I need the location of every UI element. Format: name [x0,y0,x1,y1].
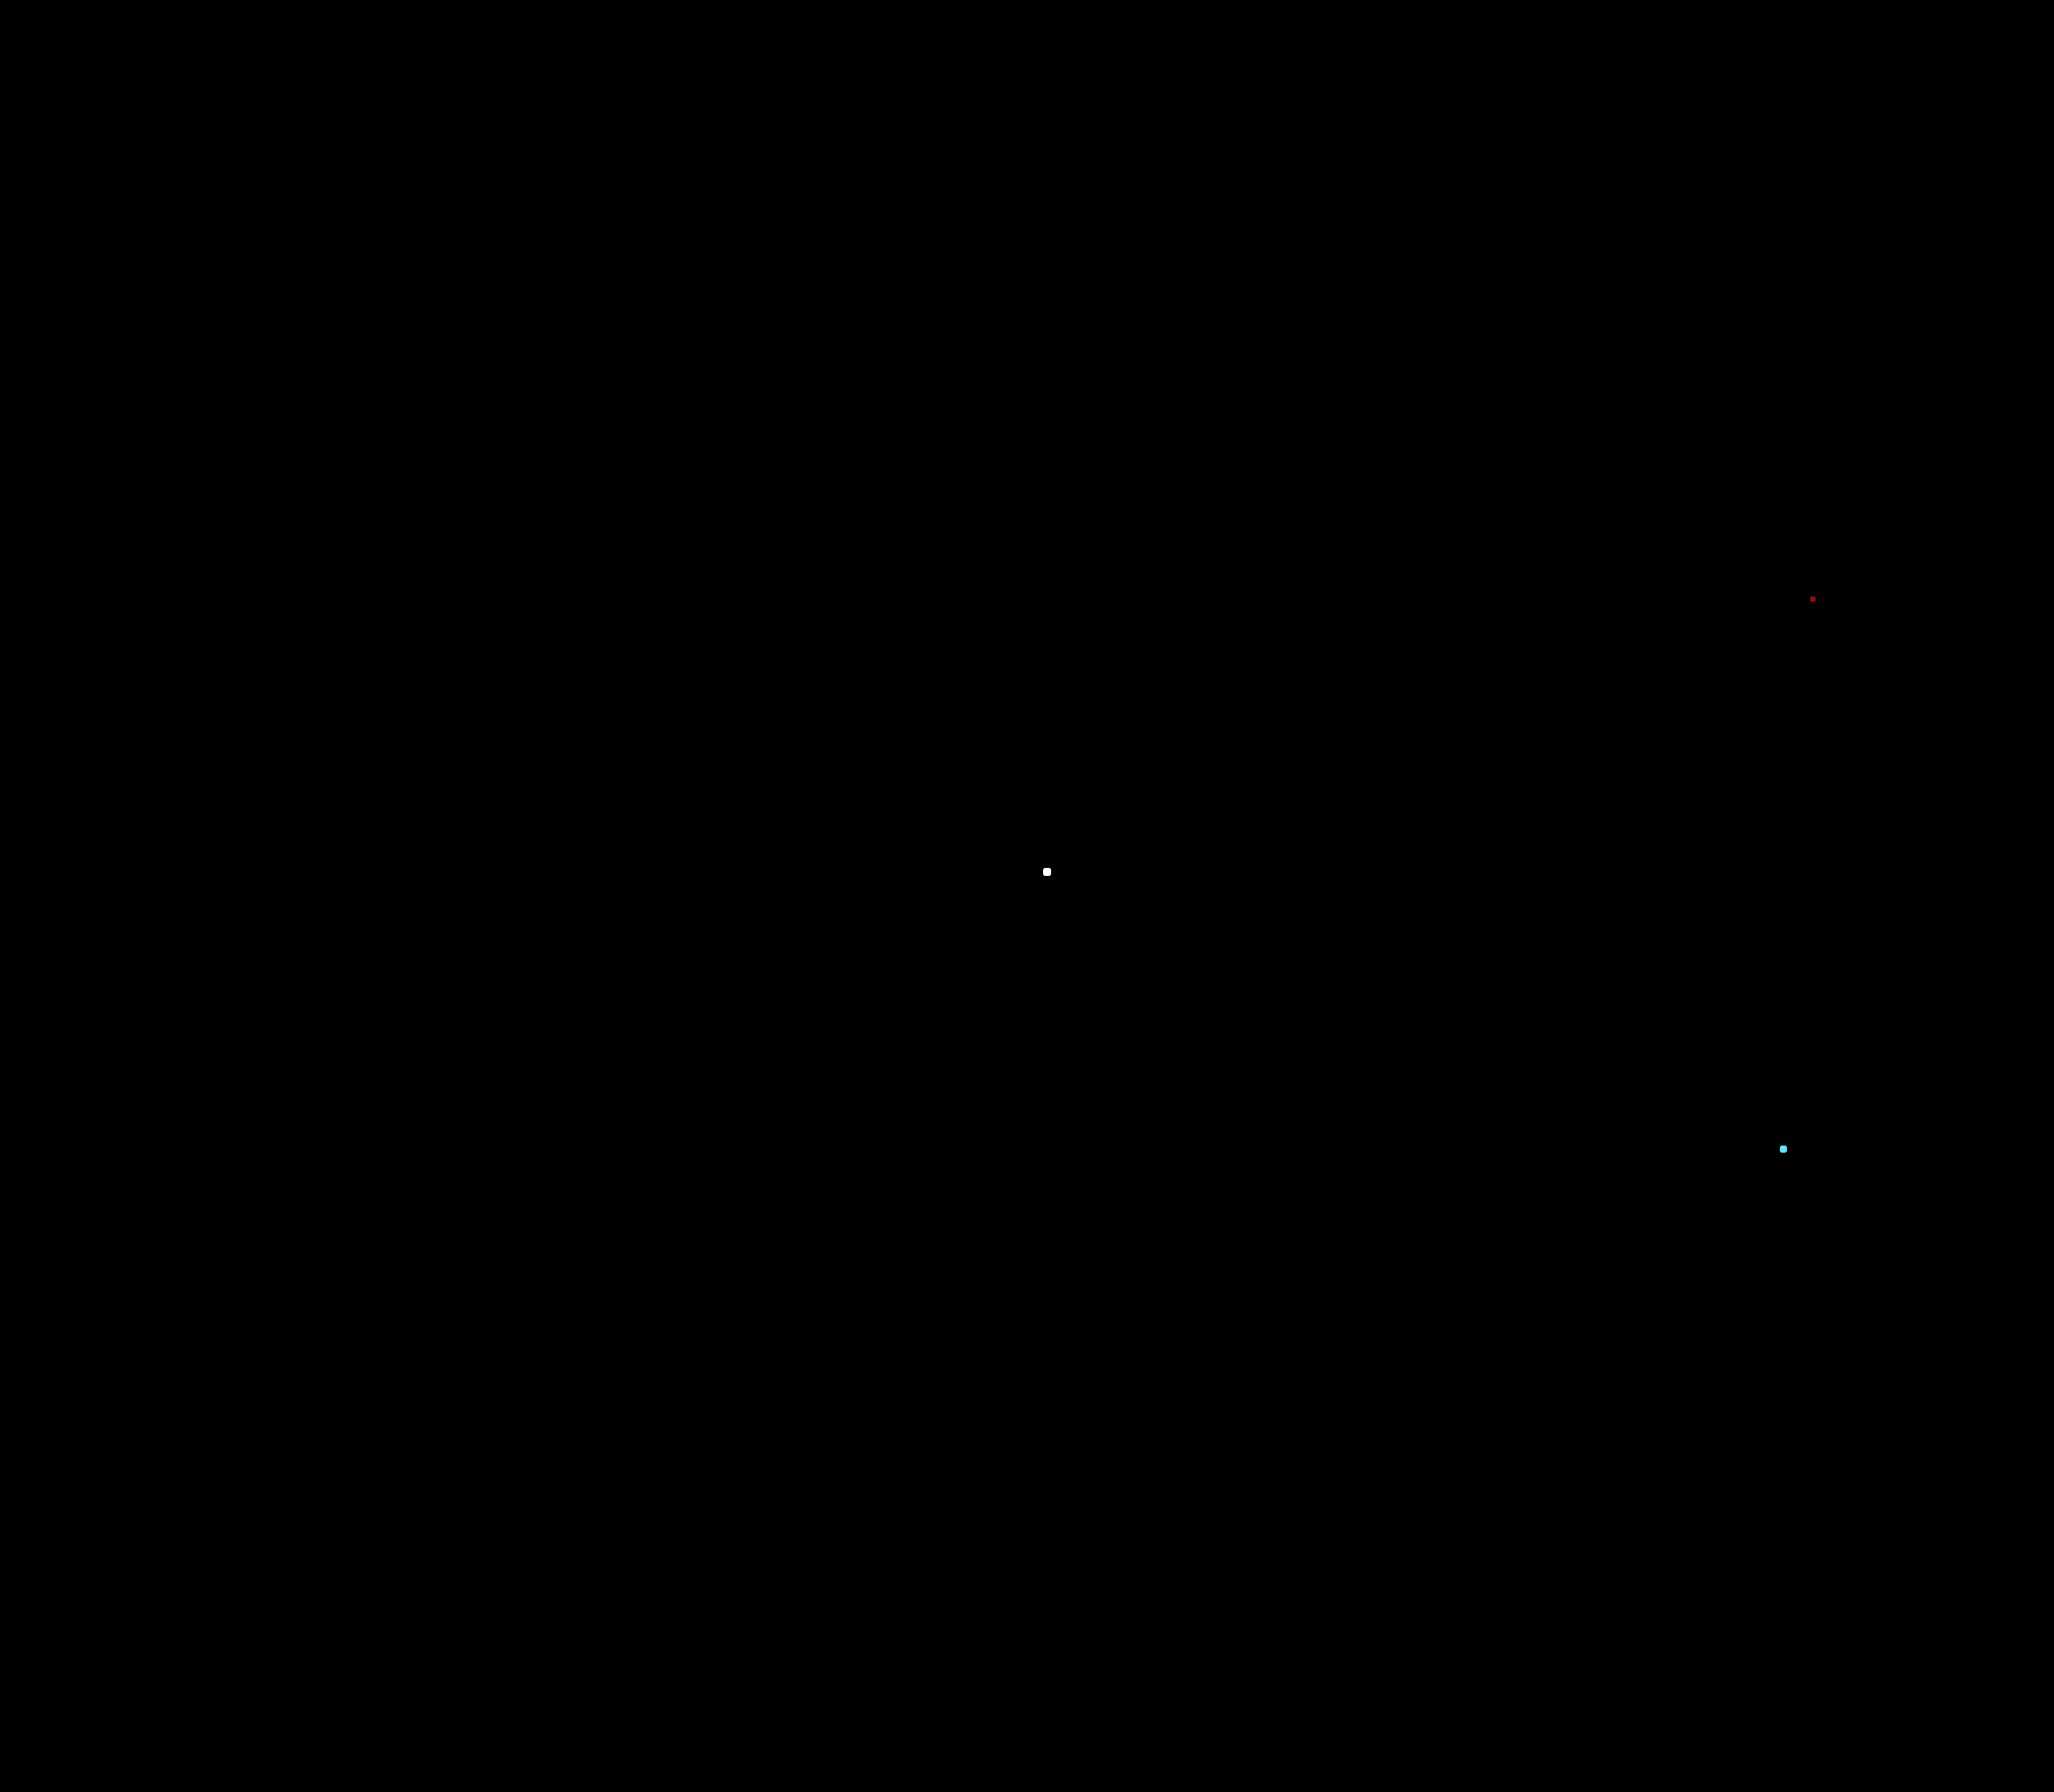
red-dot [1810,596,1816,602]
white-dot [1043,868,1051,876]
cyan-dot [1780,1146,1787,1153]
